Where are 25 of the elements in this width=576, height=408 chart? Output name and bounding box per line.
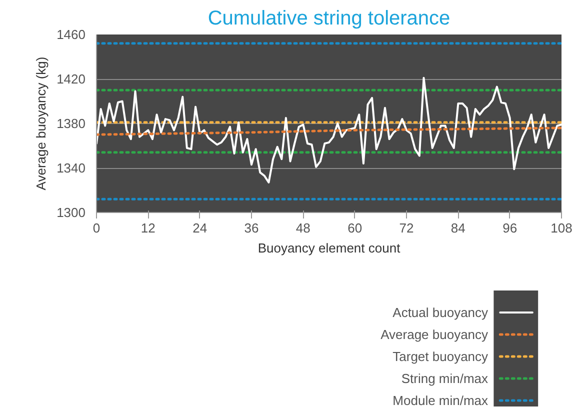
y-tick-label: 1300 xyxy=(56,205,86,220)
legend-label: Module min/max xyxy=(392,393,489,408)
x-tick-label: 60 xyxy=(348,220,362,236)
x-tick-label: 96 xyxy=(502,220,518,236)
y-tick-label: 1460 xyxy=(56,27,86,42)
x-tick-label: 108 xyxy=(550,220,572,236)
x-axis-title: Buoyancy element count xyxy=(258,240,401,256)
legend-label: String min/max xyxy=(401,371,489,386)
x-tick-label: 84 xyxy=(450,220,466,236)
line-series xyxy=(96,126,562,136)
legend-label: Actual buoyancy xyxy=(392,305,489,320)
y-tick-label: 1420 xyxy=(56,72,86,86)
x-tick-label: 12 xyxy=(140,220,156,236)
line-series xyxy=(96,76,562,184)
chart-title: Cumulative string tolerance xyxy=(208,8,450,30)
x-tick-label: 48 xyxy=(296,220,310,236)
x-tick-label: 0 xyxy=(92,220,100,236)
y-axis-title: Average buoyancy (kg) xyxy=(34,56,49,190)
legend-label: Target buoyancy xyxy=(392,349,489,364)
x-tick-label: 36 xyxy=(244,220,259,236)
y-tick-label: 1380 xyxy=(56,116,86,131)
x-tick-label: 24 xyxy=(192,220,208,236)
x-tick-label: 72 xyxy=(399,220,414,236)
legend-label: Average buoyancy xyxy=(380,327,489,342)
y-tick-label: 1340 xyxy=(56,160,86,176)
